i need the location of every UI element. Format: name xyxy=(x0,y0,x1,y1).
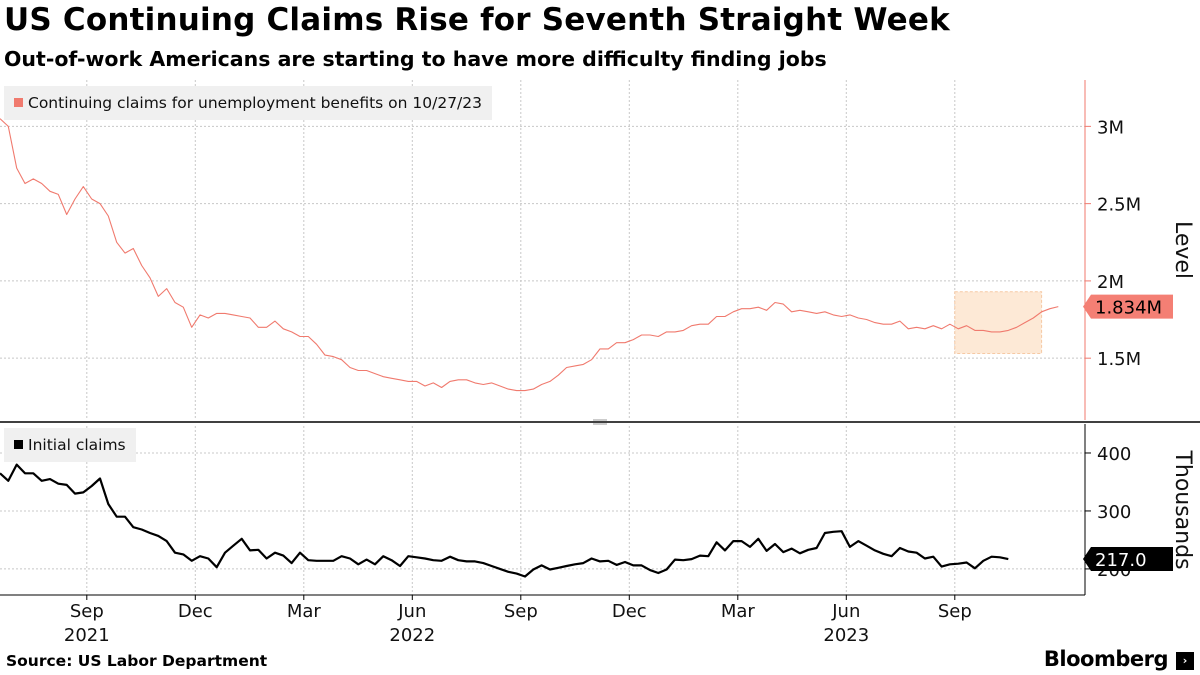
legend-label-initial: Initial claims xyxy=(28,436,126,454)
last-value-label-continuing: 1.834M xyxy=(1095,298,1162,319)
y-axis-title-continuing: Level xyxy=(1170,221,1195,279)
last-value-badge-continuing xyxy=(1083,294,1173,319)
ytick-label-initial-2: 400 xyxy=(1097,444,1131,465)
xtick-label-7: Jun xyxy=(831,601,860,622)
brand-logo: Bloomberg xyxy=(1043,647,1169,671)
xtick-label-2: Mar xyxy=(287,601,322,622)
chart-title: US Continuing Claims Rise for Seventh St… xyxy=(4,2,950,38)
series-line-initial xyxy=(0,463,1009,578)
legend-initial: Initial claims xyxy=(4,428,136,462)
legend-label-continuing: Continuing claims for unemployment benef… xyxy=(28,94,483,112)
last-value-label-initial: 217.0 xyxy=(1095,550,1147,571)
ytick-label-continuing-1: 2M xyxy=(1097,272,1124,293)
legend-swatch-continuing xyxy=(14,98,23,107)
terminal-icon: › xyxy=(1176,652,1194,670)
ytick-label-continuing-3: 3M xyxy=(1097,117,1124,138)
xtick-label-6: Mar xyxy=(721,601,756,622)
chart-subtitle: Out-of-work Americans are starting to ha… xyxy=(4,47,827,71)
source-note: Source: US Labor Department xyxy=(6,652,268,670)
y-axis-title-initial: Thousands xyxy=(1170,449,1195,569)
year-label-0: 2021 xyxy=(64,625,110,646)
ytick-label-continuing-0: 1.5M xyxy=(1097,349,1141,370)
year-label-1: 2022 xyxy=(389,625,435,646)
xtick-label-4: Sep xyxy=(504,601,538,622)
xtick-label-5: Dec xyxy=(612,601,647,622)
xtick-label-3: Jun xyxy=(397,601,426,622)
xtick-label-0: Sep xyxy=(70,601,104,622)
legend-swatch-initial xyxy=(14,440,23,449)
ytick-label-initial-1: 300 xyxy=(1097,502,1131,523)
last-value-badge-initial xyxy=(1083,547,1173,572)
legend-continuing: Continuing claims for unemployment benef… xyxy=(4,86,493,120)
year-label-2: 2023 xyxy=(823,625,869,646)
xtick-label-8: Sep xyxy=(938,601,972,622)
series-line-continuing xyxy=(0,118,1059,392)
ytick-label-continuing-2: 2.5M xyxy=(1097,195,1141,216)
highlight-box xyxy=(954,291,1043,355)
xtick-label-1: Dec xyxy=(178,601,213,622)
